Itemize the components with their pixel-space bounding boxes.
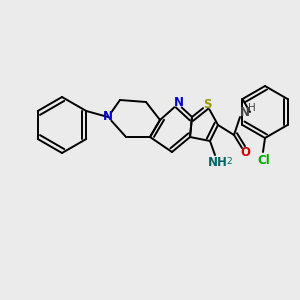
Text: NH: NH <box>208 157 228 169</box>
Text: S: S <box>203 98 211 110</box>
Text: H: H <box>248 103 256 113</box>
Text: N: N <box>103 110 113 124</box>
Text: 2: 2 <box>226 158 232 166</box>
Text: O: O <box>240 146 250 158</box>
Text: N: N <box>174 97 184 110</box>
Text: N: N <box>240 106 250 119</box>
Text: Cl: Cl <box>258 154 270 166</box>
